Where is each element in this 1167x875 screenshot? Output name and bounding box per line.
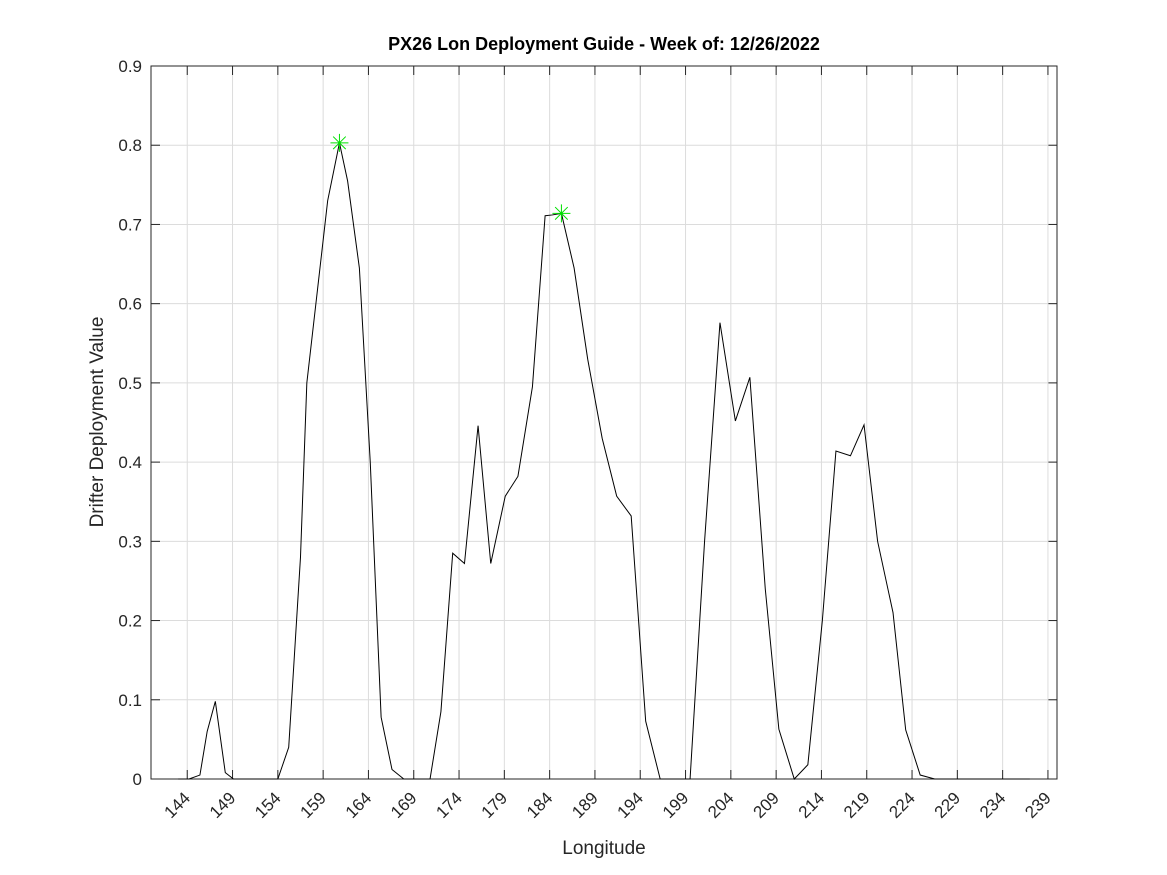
plot-frame <box>150 65 1058 780</box>
x-axis-label: Longitude <box>562 838 645 859</box>
y-tick-label: 0.4 <box>118 453 142 472</box>
y-axis-label: Drifter Deployment Value <box>87 317 108 528</box>
y-tick-label: 0.6 <box>118 295 142 314</box>
y-tick-label: 0.3 <box>118 532 142 551</box>
y-tick-label: 0.5 <box>118 374 142 393</box>
peak-marker <box>330 133 349 152</box>
data-line <box>178 142 1030 780</box>
chart-title: PX26 Lon Deployment Guide - Week of: 12/… <box>388 34 820 54</box>
y-tick-label: 0.7 <box>118 215 142 234</box>
y-tick-label: 0.2 <box>118 612 142 631</box>
y-tick-label: 0.9 <box>118 57 142 76</box>
peak-marker <box>552 204 571 223</box>
y-tick-label: 0 <box>133 770 142 789</box>
y-tick-label: 0.1 <box>118 691 142 710</box>
y-tick-label: 0.8 <box>118 136 142 155</box>
